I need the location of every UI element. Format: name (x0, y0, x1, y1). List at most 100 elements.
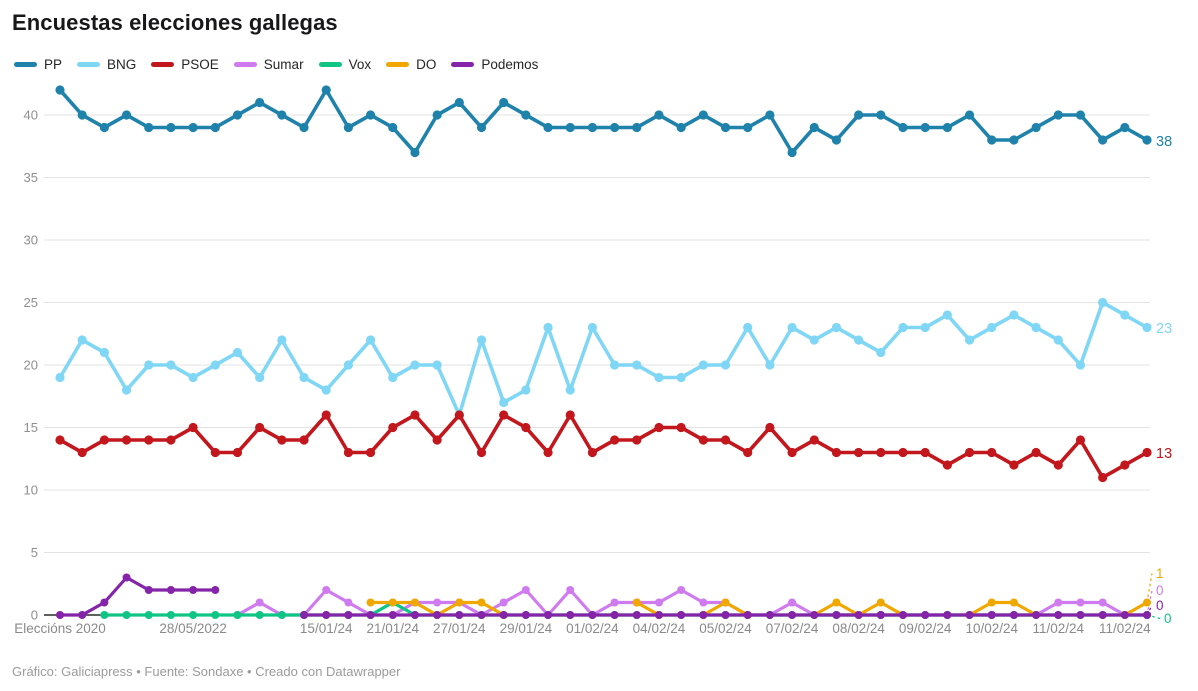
data-point[interactable] (587, 122, 598, 133)
data-point[interactable] (476, 447, 487, 458)
data-point[interactable] (1098, 598, 1107, 607)
data-point[interactable] (743, 322, 753, 333)
series-line-do[interactable] (635, 600, 661, 617)
data-point[interactable] (477, 598, 486, 607)
data-point[interactable] (233, 611, 242, 619)
data-point[interactable] (676, 122, 686, 133)
data-point[interactable] (632, 435, 642, 445)
data-point[interactable] (521, 385, 531, 395)
data-point[interactable] (1053, 460, 1063, 470)
data-point[interactable] (122, 611, 131, 619)
data-point[interactable] (210, 447, 220, 458)
data-point[interactable] (388, 122, 398, 133)
data-point[interactable] (277, 110, 287, 120)
data-point[interactable] (831, 322, 842, 333)
data-point[interactable] (787, 447, 797, 458)
data-point[interactable] (1120, 460, 1130, 470)
data-point[interactable] (1120, 310, 1130, 320)
data-point[interactable] (56, 611, 64, 619)
data-point[interactable] (810, 611, 819, 619)
data-point[interactable] (188, 372, 198, 383)
data-point[interactable] (344, 611, 353, 619)
data-point[interactable] (566, 611, 575, 619)
data-point[interactable] (610, 611, 619, 619)
data-point[interactable] (410, 598, 419, 607)
data-point[interactable] (432, 110, 442, 120)
data-point[interactable] (787, 322, 797, 333)
data-point[interactable] (654, 110, 664, 120)
data-point[interactable] (1054, 611, 1063, 619)
data-point[interactable] (343, 447, 353, 458)
data-point[interactable] (188, 422, 198, 433)
data-point[interactable] (321, 410, 331, 420)
data-point[interactable] (144, 122, 154, 133)
data-point[interactable] (632, 360, 642, 370)
data-point[interactable] (920, 322, 930, 333)
data-point[interactable] (1098, 135, 1108, 145)
data-point[interactable] (300, 611, 309, 619)
data-point[interactable] (277, 335, 287, 345)
data-point[interactable] (920, 122, 930, 133)
data-point[interactable] (543, 322, 553, 333)
data-point[interactable] (1075, 110, 1086, 120)
data-point[interactable] (1031, 122, 1041, 133)
data-point[interactable] (255, 422, 265, 433)
data-point[interactable] (410, 410, 420, 420)
data-point[interactable] (211, 586, 220, 594)
data-point[interactable] (587, 322, 598, 333)
data-point[interactable] (166, 435, 176, 445)
data-point[interactable] (321, 385, 331, 395)
data-point[interactable] (144, 435, 154, 445)
data-point[interactable] (809, 335, 819, 345)
data-point[interactable] (189, 586, 198, 594)
data-point[interactable] (964, 447, 975, 458)
data-point[interactable] (255, 97, 265, 108)
data-point[interactable] (964, 110, 975, 120)
data-point[interactable] (632, 122, 642, 133)
data-point[interactable] (188, 122, 198, 133)
data-point[interactable] (876, 611, 885, 619)
data-point[interactable] (499, 598, 508, 607)
data-point[interactable] (898, 447, 908, 458)
series-line-do[interactable] (967, 600, 1038, 617)
data-point[interactable] (677, 586, 686, 594)
data-point[interactable] (543, 122, 553, 133)
data-point[interactable] (610, 360, 620, 370)
data-point[interactable] (144, 586, 153, 594)
data-point[interactable] (255, 372, 265, 383)
data-point[interactable] (232, 347, 243, 358)
data-point[interactable] (898, 611, 907, 619)
data-point[interactable] (720, 435, 731, 445)
data-point[interactable] (232, 447, 243, 458)
data-point[interactable] (809, 435, 819, 445)
data-point[interactable] (189, 611, 198, 619)
data-point[interactable] (366, 598, 375, 607)
data-point[interactable] (299, 435, 309, 445)
data-point[interactable] (100, 611, 109, 619)
data-point[interactable] (876, 598, 885, 607)
data-point[interactable] (987, 322, 997, 333)
data-point[interactable] (987, 447, 997, 458)
data-point[interactable] (543, 447, 553, 458)
data-point[interactable] (854, 447, 864, 458)
data-point[interactable] (898, 122, 908, 133)
data-point[interactable] (343, 360, 353, 370)
data-point[interactable] (610, 435, 620, 445)
data-point[interactable] (210, 360, 220, 370)
data-point[interactable] (1031, 322, 1041, 333)
data-point[interactable] (388, 422, 398, 433)
data-point[interactable] (831, 447, 842, 458)
data-point[interactable] (1098, 611, 1107, 619)
data-point[interactable] (676, 372, 686, 383)
data-point[interactable] (876, 110, 886, 120)
data-point[interactable] (832, 611, 841, 619)
data-point[interactable] (987, 611, 996, 619)
data-point[interactable] (99, 435, 109, 445)
data-point[interactable] (166, 360, 176, 370)
data-point[interactable] (321, 85, 331, 95)
data-point[interactable] (1076, 598, 1085, 607)
data-point[interactable] (55, 85, 65, 95)
data-point[interactable] (499, 410, 509, 420)
data-point[interactable] (1009, 460, 1019, 470)
